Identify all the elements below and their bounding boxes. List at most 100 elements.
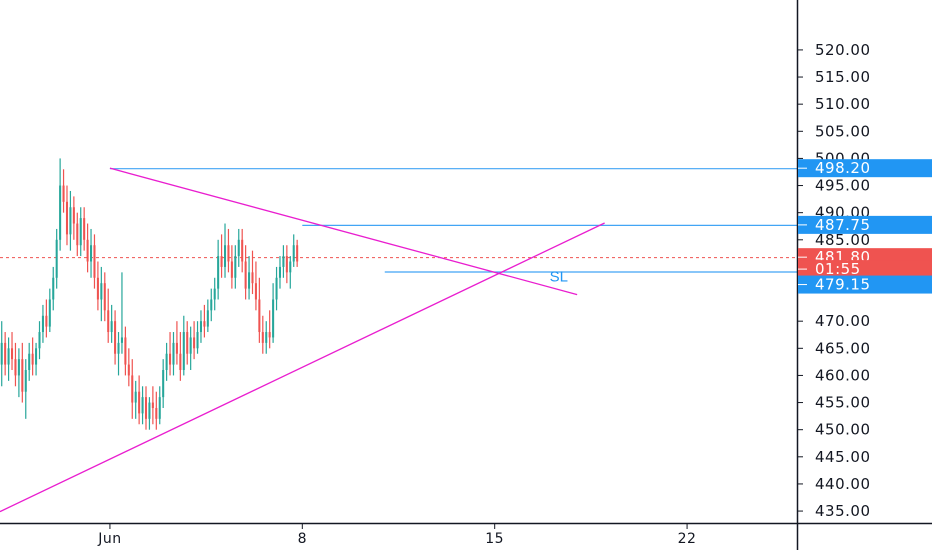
candle-body: [38, 332, 41, 349]
candle: [62, 169, 65, 213]
y-tick-label: 510.00: [815, 95, 871, 113]
price-tag-box: [798, 159, 932, 178]
candle: [127, 348, 130, 387]
y-tick-label: 460.00: [815, 366, 871, 384]
candle: [83, 207, 86, 251]
price-tag-label: 487.75: [815, 216, 871, 234]
time-axis-ticks: Jun 8 15 22: [97, 523, 696, 547]
candle: [292, 234, 295, 267]
candle-body: [296, 245, 299, 262]
candle-body: [35, 348, 38, 365]
candle-body: [172, 342, 175, 365]
y-tick-label: 505.00: [815, 122, 871, 140]
candle-body: [45, 315, 48, 327]
candle: [17, 348, 20, 398]
candle: [158, 386, 161, 425]
y-tick-label: 470.00: [815, 312, 871, 330]
candle: [100, 266, 103, 322]
candle-body: [206, 310, 209, 327]
candle-body: [165, 353, 168, 371]
candle: [296, 239, 299, 267]
candle: [124, 326, 127, 376]
candle-body: [90, 245, 93, 262]
candle: [196, 321, 199, 354]
candle: [120, 272, 123, 354]
candle: [172, 332, 175, 376]
candle-body: [196, 332, 199, 349]
candle: [206, 299, 209, 333]
candle: [21, 342, 24, 403]
candle-body: [86, 239, 89, 262]
candle-body: [244, 261, 247, 289]
candle-body: [114, 321, 117, 354]
candle: [31, 337, 34, 376]
candle-body: [155, 407, 158, 419]
candle: [10, 332, 14, 371]
candle-body: [182, 332, 185, 371]
candle: [251, 250, 254, 295]
candle: [131, 359, 134, 419]
candle: [217, 239, 220, 300]
candle-body: [265, 332, 268, 343]
price-tag-label: 498.20: [815, 159, 871, 177]
candle: [86, 223, 89, 273]
candle: [179, 332, 182, 381]
candle: [117, 332, 120, 376]
candle-body: [179, 353, 182, 371]
candle: [289, 256, 292, 289]
candle-body: [120, 337, 123, 343]
candle-body: [138, 391, 141, 414]
candle: [144, 386, 148, 430]
candle-body: [0, 342, 3, 365]
candle-body: [79, 218, 82, 246]
candle: [48, 288, 51, 333]
candle: [254, 261, 257, 311]
price-axis-ticks: 435.00 440.00 445.00 450.00 455.00 460.00 465.…: [797, 41, 871, 520]
candle-body: [285, 256, 288, 273]
candle-body: [254, 283, 257, 300]
candle-body: [151, 402, 154, 408]
x-tick-label: 22: [678, 531, 697, 547]
candle-body: [41, 315, 44, 333]
candle: [175, 321, 178, 365]
candle: [213, 277, 216, 311]
candle: [148, 397, 151, 430]
candle-body: [292, 245, 295, 262]
candle-body: [72, 207, 75, 224]
candle-body: [107, 310, 110, 333]
candle-body: [199, 321, 202, 333]
candle-body: [65, 201, 69, 235]
x-tick-label: Jun: [97, 531, 121, 547]
candle-body: [52, 277, 55, 300]
candle-body: [223, 245, 227, 267]
x-tick-label: 8: [298, 531, 307, 547]
candle: [141, 386, 144, 425]
candle-body: [48, 299, 51, 327]
candle-body: [96, 277, 99, 300]
candle: [93, 234, 96, 289]
y-tick-label: 440.00: [815, 475, 871, 493]
candle: [265, 321, 268, 354]
candle-body: [7, 348, 10, 365]
candle-body: [83, 218, 86, 240]
annotations: SL: [550, 269, 568, 286]
candle: [210, 288, 213, 322]
candle: [258, 277, 261, 343]
candle-body: [127, 364, 130, 376]
candle: [203, 304, 206, 338]
candle-body: [251, 272, 254, 284]
candle-body: [272, 299, 275, 338]
candle: [0, 321, 3, 387]
price-tag: 487.75: [798, 215, 932, 234]
candle: [230, 245, 233, 289]
candle: [237, 228, 240, 267]
y-tick-label: 495.00: [815, 177, 871, 195]
candle-body: [93, 245, 96, 278]
candle-body: [14, 359, 17, 376]
candle-body: [230, 261, 233, 278]
candle-body: [220, 256, 223, 267]
candle: [272, 283, 275, 343]
candle-body: [282, 256, 285, 267]
candle: [223, 223, 227, 278]
